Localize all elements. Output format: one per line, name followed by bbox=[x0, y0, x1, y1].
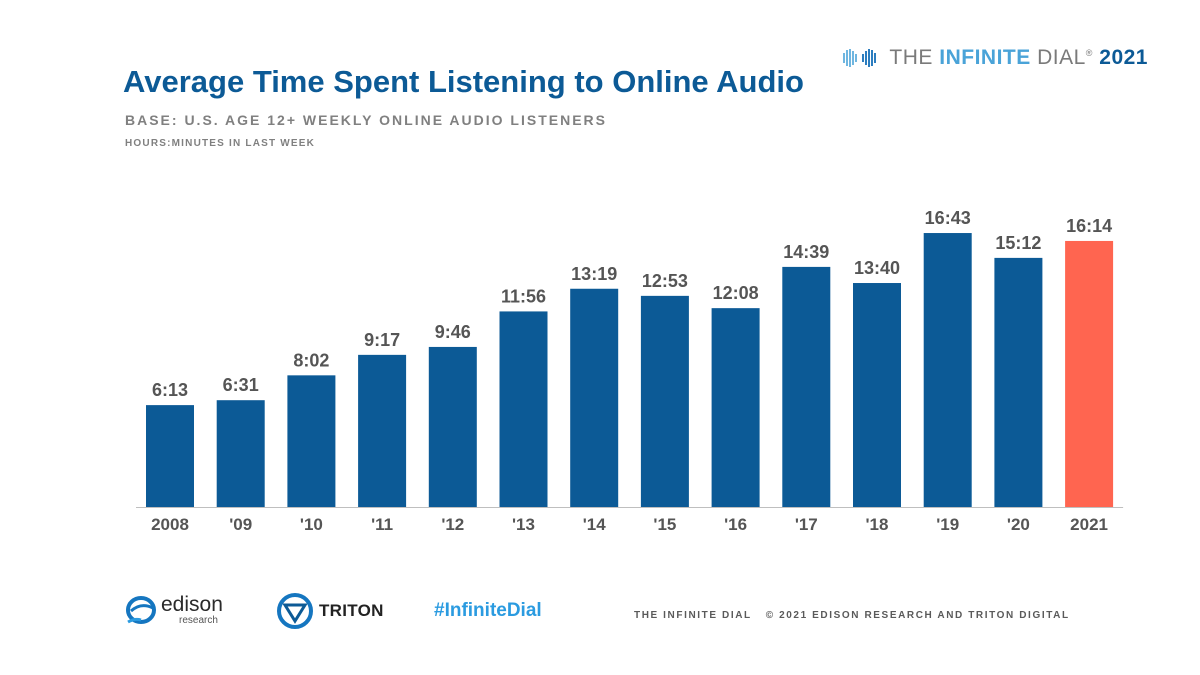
edison-subtext: research bbox=[179, 614, 218, 626]
footer-copyright: © 2021 EDISON RESEARCH AND TRITON DIGITA… bbox=[765, 610, 1070, 621]
hashtag: #InfiniteDial bbox=[434, 600, 542, 621]
bar-19 bbox=[923, 233, 972, 507]
bar-17 bbox=[782, 266, 831, 507]
triton-digital-logo: TRITON bbox=[277, 593, 384, 629]
bar-14 bbox=[570, 288, 619, 507]
x-tick-label: '13 bbox=[512, 515, 535, 534]
x-tick-label: '14 bbox=[583, 515, 606, 534]
bar-20 bbox=[994, 257, 1043, 507]
x-tick-label: '15 bbox=[653, 515, 676, 534]
data-label: 12:08 bbox=[713, 283, 759, 303]
chart-unit-label: HOURS:MINUTES IN LAST WEEK bbox=[125, 138, 316, 149]
bar-2021 bbox=[1065, 240, 1114, 507]
data-label: 13:40 bbox=[854, 258, 900, 278]
bar-09 bbox=[216, 400, 265, 507]
x-tick-label: '09 bbox=[229, 515, 252, 534]
brand-dial: DIAL bbox=[1030, 46, 1086, 69]
x-tick-label: '11 bbox=[371, 515, 393, 534]
data-label: 6:13 bbox=[152, 380, 188, 400]
data-label: 11:56 bbox=[501, 286, 546, 306]
triton-wordmark: TRITON bbox=[319, 601, 384, 620]
bar-chart: 6:13 2008 6:31 '09 8:02 '10 9:17 '11 9:46 '12 11:5… bbox=[136, 208, 1124, 534]
data-label: 13:19 bbox=[571, 264, 617, 284]
bar-2008 bbox=[146, 405, 194, 507]
bar-12 bbox=[428, 346, 477, 507]
brand-wordmark: THE INFINITE DIAL® 2021 bbox=[889, 46, 1148, 70]
brand-infinite: INFINITE bbox=[939, 46, 1031, 69]
data-label: 6:31 bbox=[223, 375, 259, 395]
bar-15 bbox=[640, 295, 689, 507]
brand-registered: ® bbox=[1085, 48, 1093, 58]
footer-infinite-dial: THE INFINITE DIAL bbox=[634, 610, 752, 621]
bar-16 bbox=[711, 308, 760, 507]
x-tick-label: 2021 bbox=[1070, 515, 1108, 534]
data-label: 15:12 bbox=[995, 233, 1041, 253]
infinite-dial-logo: THE INFINITE DIAL® 2021 bbox=[841, 46, 1148, 70]
x-tick-label: '20 bbox=[1007, 515, 1030, 534]
chart-subtitle: BASE: U.S. AGE 12+ WEEKLY ONLINE AUDIO L… bbox=[125, 112, 607, 128]
edison-swirl-icon bbox=[126, 596, 156, 624]
data-label: 8:02 bbox=[293, 350, 329, 370]
triton-circle-icon bbox=[277, 593, 313, 629]
chart-title: Average Time Spent Listening to Online A… bbox=[123, 64, 804, 99]
brand-year: 2021 bbox=[1092, 46, 1148, 69]
x-tick-label: '19 bbox=[936, 515, 959, 534]
data-label: 12:53 bbox=[642, 271, 688, 291]
data-label: 9:46 bbox=[435, 322, 471, 342]
data-label: 16:43 bbox=[925, 208, 971, 228]
footer-credits: THE INFINITE DIAL © 2021 EDISON RESEARCH… bbox=[634, 610, 1070, 621]
infinity-icon bbox=[843, 49, 877, 67]
x-tick-label: '17 bbox=[795, 515, 818, 534]
data-label: 14:39 bbox=[783, 242, 829, 262]
brand-prefix: THE bbox=[889, 46, 940, 69]
bar-10 bbox=[287, 375, 336, 507]
x-tick-label: '12 bbox=[441, 515, 464, 534]
bar-18 bbox=[853, 283, 901, 507]
bar-13 bbox=[499, 311, 548, 507]
edison-research-logo: edison research bbox=[125, 592, 223, 628]
x-tick-label: '10 bbox=[300, 515, 323, 534]
x-tick-label: 2008 bbox=[151, 515, 189, 534]
data-label: 16:14 bbox=[1066, 216, 1112, 236]
data-label: 9:17 bbox=[364, 330, 400, 350]
x-tick-label: '16 bbox=[724, 515, 747, 534]
bar-11 bbox=[358, 354, 407, 507]
edison-wordmark: edison bbox=[161, 592, 223, 616]
x-tick-label: '18 bbox=[866, 515, 889, 534]
